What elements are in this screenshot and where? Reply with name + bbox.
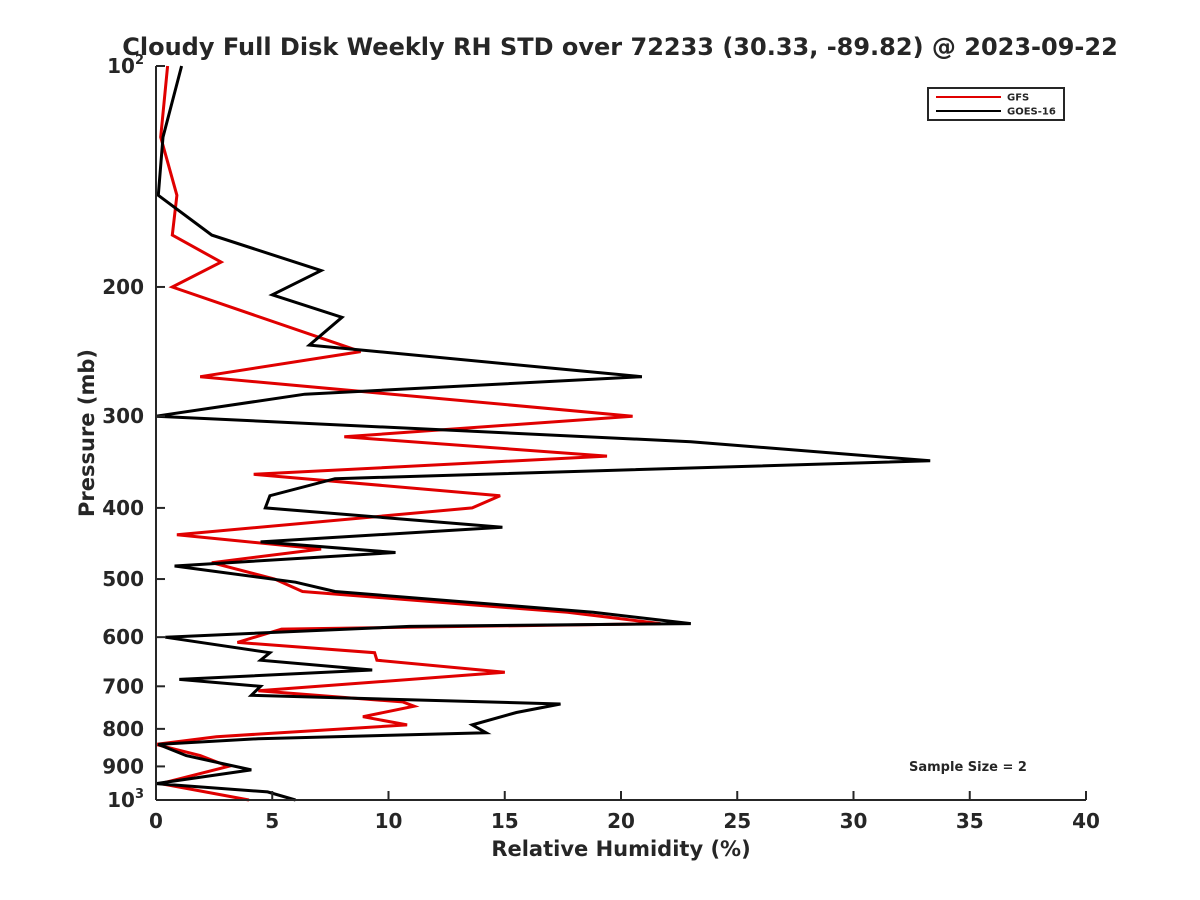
y-tick-label: 800 (102, 717, 144, 741)
x-tick-label: 15 (491, 809, 519, 833)
x-tick-label: 0 (149, 809, 163, 833)
y-tick-label: 102 (107, 53, 144, 78)
x-tick-label: 10 (375, 809, 403, 833)
x-tick-label: 30 (840, 809, 868, 833)
x-axis-label: Relative Humidity (%) (491, 837, 750, 861)
legend-label-gfs: GFS (1007, 93, 1029, 104)
series-group (155, 65, 931, 802)
x-tick-label: 40 (1072, 809, 1100, 833)
y-tick-label: 300 (102, 404, 144, 428)
y-tick-label: 103 (107, 787, 144, 812)
y-tick-label: 200 (102, 275, 144, 299)
y-tick-label: 900 (102, 754, 144, 778)
legend-label-goes16: GOES-16 (1007, 107, 1056, 118)
y-ticks: 102 200 300 400 500 600 700 800 900 103 (102, 53, 165, 812)
legend: GFS GOES-16 (927, 87, 1065, 121)
x-tick-label: 20 (607, 809, 635, 833)
y-axis-label: Pressure (mb) (75, 349, 99, 517)
x-tick-label: 5 (265, 809, 279, 833)
x-tick-label: 25 (723, 809, 751, 833)
x-tick-label: 35 (956, 809, 984, 833)
legend-box (927, 87, 1065, 121)
y-tick-label: 600 (102, 625, 144, 649)
sample-size-annotation: Sample Size = 2 (909, 760, 1027, 775)
series-line-gfs (155, 65, 661, 802)
x-ticks: 0 5 10 15 20 25 30 35 40 (149, 791, 1100, 833)
y-tick-label: 400 (102, 496, 144, 520)
series-line-goes16 (155, 65, 931, 802)
y-tick-label: 500 (102, 567, 144, 591)
chart-title: Cloudy Full Disk Weekly RH STD over 7223… (122, 33, 1118, 61)
y-tick-label: 700 (102, 674, 144, 698)
